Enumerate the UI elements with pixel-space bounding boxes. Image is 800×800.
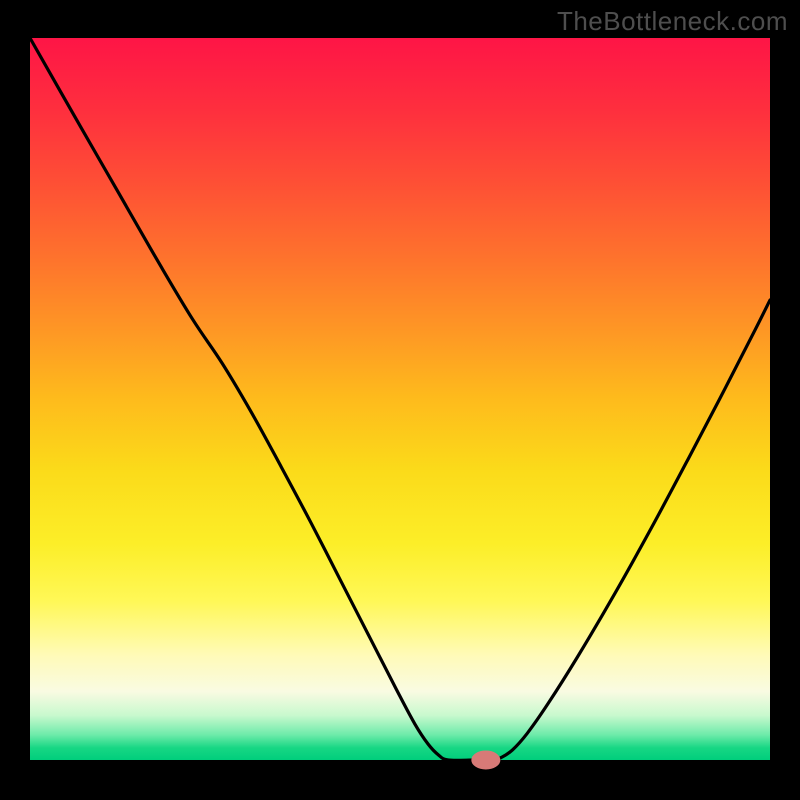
bottleneck-chart: [0, 0, 800, 800]
chart-stage: TheBottleneck.com: [0, 0, 800, 800]
plot-area: [30, 38, 770, 760]
optimal-marker: [472, 751, 500, 769]
watermark-text: TheBottleneck.com: [557, 6, 788, 37]
